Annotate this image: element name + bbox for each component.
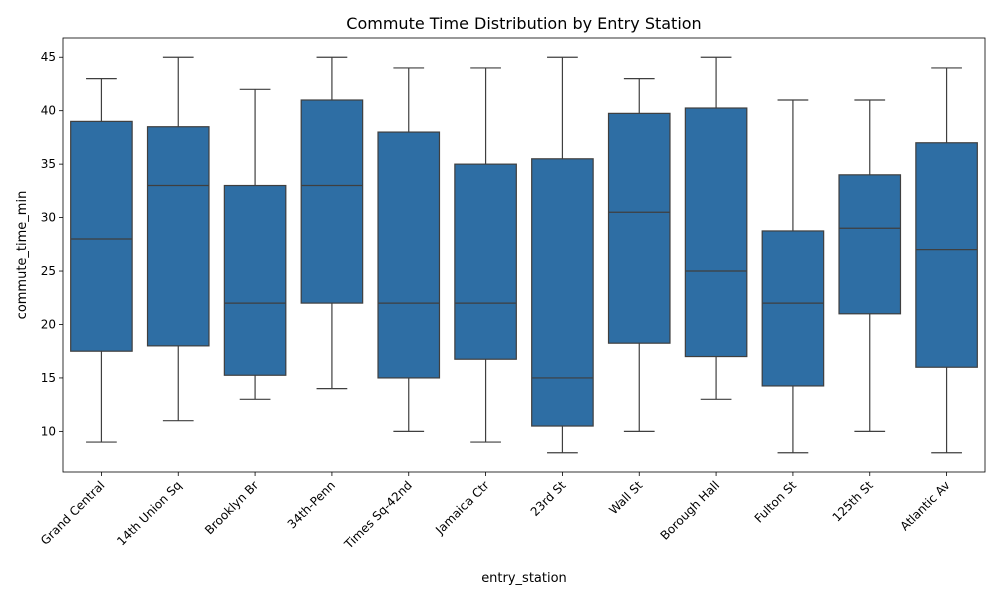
x-tick-label: 125th St: [830, 478, 876, 524]
plot-frame: [62, 37, 986, 473]
iqr-box: [223, 184, 287, 376]
box-group-11: [915, 67, 978, 454]
box-group-1: [146, 56, 210, 422]
plot-area: [70, 56, 978, 454]
chart-title: Commute Time Distribution by Entry Stati…: [346, 14, 701, 33]
box-group-3: [300, 56, 364, 390]
x-tick-label: 14th Union Sq: [114, 478, 184, 548]
iqr-box: [377, 131, 441, 379]
iqr-box: [838, 174, 902, 315]
x-tick-label: Grand Central: [38, 478, 108, 548]
x-tick-label: Brooklyn Br: [202, 478, 261, 537]
box-group-0: [70, 78, 133, 443]
box-group-9: [761, 99, 825, 454]
iqr-box: [146, 126, 210, 347]
box-group-8: [684, 56, 748, 400]
y-tick-label: 15: [41, 371, 56, 385]
iqr-box: [684, 107, 748, 358]
box-group-10: [838, 99, 902, 432]
x-tick-label: Atlantic Av: [898, 478, 953, 533]
y-axis-label: commute_time_min: [15, 191, 30, 320]
y-tick-label: 20: [41, 317, 56, 331]
iqr-box: [531, 158, 594, 427]
iqr-box: [454, 163, 517, 360]
x-tick-label: 23rd St: [528, 478, 569, 519]
box-group-4: [377, 67, 441, 432]
box-group-5: [454, 67, 517, 443]
iqr-box: [761, 230, 825, 387]
x-axis-label: entry_station: [481, 571, 567, 586]
y-tick-label: 40: [41, 104, 56, 118]
iqr-box: [607, 112, 671, 344]
x-tick-label: Fulton St: [752, 478, 800, 526]
y-tick-label: 30: [41, 211, 56, 225]
iqr-box: [300, 99, 364, 304]
y-tick-label: 45: [41, 50, 56, 64]
y-tick-label: 35: [41, 157, 56, 171]
x-tick-label: Jamaica Ctr: [432, 478, 491, 537]
iqr-box: [70, 120, 133, 352]
x-tick-label: Times Sq-42nd: [341, 478, 415, 552]
x-tick-label: Borough Hall: [658, 478, 723, 543]
x-axis: Grand Central 14th Union Sq Brooklyn Br 34t…: [38, 472, 953, 552]
y-tick-label: 25: [41, 264, 56, 278]
iqr-box: [915, 142, 978, 368]
box-group-2: [223, 88, 287, 400]
y-tick-label: 10: [41, 424, 56, 438]
y-axis: 10 15 20 25 30 35 40 45: [41, 50, 63, 438]
x-tick-label: Wall St: [606, 478, 645, 517]
box-group-7: [607, 78, 671, 432]
box-group-6: [531, 56, 594, 454]
x-tick-label: 34th-Penn: [285, 478, 338, 531]
